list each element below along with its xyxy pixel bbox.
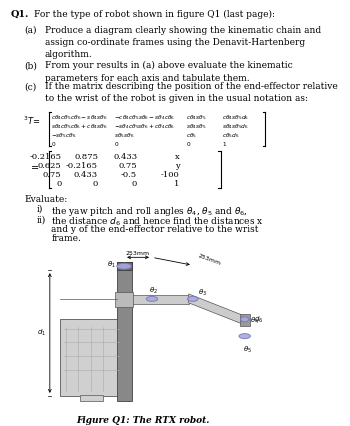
- Text: From your results in (a) above evaluate the kinematic
parameters for each axis a: From your results in (a) above evaluate …: [45, 61, 293, 83]
- Text: $=$: $=$: [29, 162, 41, 171]
- Text: -0.2165: -0.2165: [29, 153, 61, 161]
- Text: 0: 0: [132, 180, 137, 188]
- Ellipse shape: [146, 296, 158, 301]
- Text: 0: 0: [56, 180, 61, 188]
- Text: (a): (a): [25, 26, 37, 35]
- Text: 0.433: 0.433: [74, 171, 98, 179]
- Text: Q1.: Q1.: [10, 10, 29, 19]
- Text: $-s\theta_5 c\theta_6$: $-s\theta_5 c\theta_6$: [51, 131, 77, 140]
- Bar: [132, 295, 189, 304]
- Text: $s\theta_5 s\theta_6$: $s\theta_5 s\theta_6$: [114, 131, 135, 140]
- Text: ${}^{3}T\!=\!$: ${}^{3}T\!=\!$: [23, 115, 41, 127]
- Text: $c\theta_5 d_6$: $c\theta_5 d_6$: [222, 131, 240, 140]
- Text: $c\theta_5$: $c\theta_5$: [186, 131, 197, 140]
- Text: Figure Q1: The RTX robot.: Figure Q1: The RTX robot.: [76, 416, 210, 425]
- Ellipse shape: [240, 317, 249, 322]
- Text: 253mm: 253mm: [126, 251, 150, 256]
- Text: $0$: $0$: [186, 140, 191, 147]
- Text: x: x: [175, 153, 180, 161]
- Text: 0: 0: [93, 180, 98, 188]
- Text: 253mm: 253mm: [197, 253, 221, 266]
- Text: $-s\theta_4 c\theta_5 s\theta_6 + c\theta_4 c\theta_6$: $-s\theta_4 c\theta_5 s\theta_6 + c\thet…: [114, 122, 176, 131]
- Text: $c\theta_4 c\theta_5 c\theta_6 - s\theta_4 s\theta_6$: $c\theta_4 c\theta_5 c\theta_6 - s\theta…: [51, 113, 108, 122]
- Text: -0.2165: -0.2165: [66, 162, 98, 170]
- Text: 0.625: 0.625: [37, 162, 61, 170]
- Text: $c\theta_4 s\theta_5 d_6$: $c\theta_4 s\theta_5 d_6$: [222, 113, 249, 122]
- Bar: [117, 262, 132, 270]
- Ellipse shape: [239, 334, 250, 339]
- Text: the distance $d_6$ and hence find the distances x: the distance $d_6$ and hence find the di…: [51, 216, 264, 228]
- Text: $\theta_5$: $\theta_5$: [243, 345, 252, 355]
- Text: frame.: frame.: [51, 233, 81, 242]
- Text: $-c\theta_4 c\theta_5 s\theta_6 - s\theta_4 c\theta_6$: $-c\theta_4 c\theta_5 s\theta_6 - s\thet…: [114, 113, 176, 122]
- Bar: [117, 262, 132, 401]
- Bar: [115, 292, 133, 307]
- Text: $0$: $0$: [114, 140, 120, 147]
- Text: 0.875: 0.875: [74, 153, 98, 161]
- Text: $1$: $1$: [222, 140, 227, 147]
- Polygon shape: [189, 294, 243, 324]
- Text: and y of the end-effector relative to the wrist: and y of the end-effector relative to th…: [51, 225, 259, 234]
- Text: $d_1$: $d_1$: [37, 328, 47, 338]
- Text: ii): ii): [37, 216, 46, 225]
- Text: $s\theta_4 c\theta_5 c\theta_6 + c\theta_4 s\theta_6$: $s\theta_4 c\theta_5 c\theta_6 + c\theta…: [51, 122, 108, 131]
- Text: Produce a diagram clearly showing the kinematic chain and
assign co-ordinate fra: Produce a diagram clearly showing the ki…: [45, 26, 321, 59]
- Text: 0.433: 0.433: [113, 153, 137, 161]
- Text: $\theta_2$: $\theta_2$: [149, 286, 158, 296]
- Text: -100: -100: [161, 171, 180, 179]
- Text: 0.75: 0.75: [43, 171, 61, 179]
- Bar: [80, 395, 103, 401]
- Text: $c\theta_4 s\theta_5$: $c\theta_4 s\theta_5$: [186, 113, 207, 122]
- Text: (c): (c): [25, 82, 37, 91]
- Text: (b): (b): [25, 61, 37, 70]
- Text: $d_6$: $d_6$: [254, 315, 264, 325]
- Ellipse shape: [188, 296, 198, 301]
- Text: 0.75: 0.75: [119, 162, 137, 170]
- Text: i): i): [37, 205, 43, 214]
- Text: 1: 1: [174, 180, 180, 188]
- Text: Evaluate:: Evaluate:: [25, 195, 68, 204]
- Text: $\theta_4$: $\theta_4$: [250, 316, 259, 326]
- Text: $s\theta_4 s\theta_5 d_6$: $s\theta_4 s\theta_5 d_6$: [222, 122, 249, 131]
- Text: -0.5: -0.5: [121, 171, 137, 179]
- Text: $0$: $0$: [51, 140, 57, 147]
- Text: $s\theta_4 s\theta_5$: $s\theta_4 s\theta_5$: [186, 122, 206, 131]
- Bar: [240, 314, 250, 326]
- Text: $\theta_3$: $\theta_3$: [198, 288, 207, 298]
- Text: For the type of robot shown in figure Q1 (last page):: For the type of robot shown in figure Q1…: [34, 10, 275, 19]
- Bar: [60, 319, 123, 396]
- Ellipse shape: [117, 263, 132, 269]
- Text: $\theta_1$: $\theta_1$: [107, 260, 116, 271]
- Text: y: y: [175, 162, 180, 170]
- Text: If the matrix describing the position of the end-effector relative
to the wrist : If the matrix describing the position of…: [45, 82, 338, 103]
- Text: the yaw pitch and roll angles $\theta_4$, $\theta_5$ and $\theta_6$,: the yaw pitch and roll angles $\theta_4$…: [51, 205, 248, 218]
